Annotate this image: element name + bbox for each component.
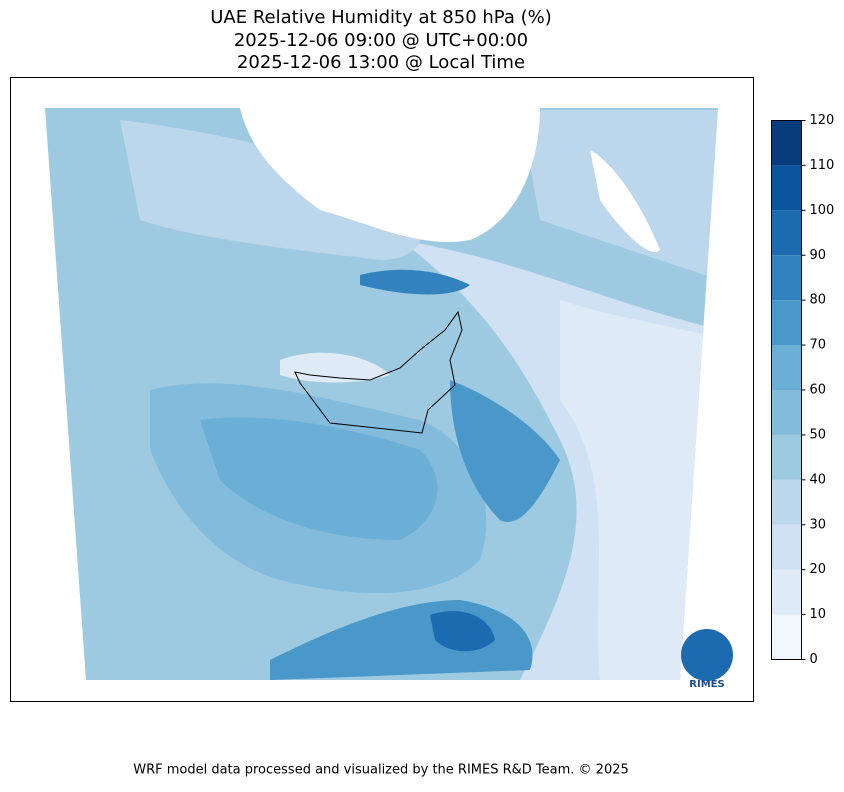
colorbar-segment (771, 165, 802, 211)
colorbar-tick-label: 100 (810, 203, 835, 218)
colorbar-segment (771, 434, 802, 480)
field-area (120, 120, 422, 260)
map-frame (10, 77, 754, 702)
colorbar-tick-label: 120 (810, 113, 835, 128)
title-line: 2025-12-06 09:00 @ UTC+00:00 (234, 30, 528, 51)
colorbar-segment (771, 120, 802, 166)
logo-text: RIMES (689, 679, 724, 690)
colorbar-tick-label: 50 (810, 427, 827, 442)
colorbar-segment (771, 210, 802, 256)
no-data-area (240, 108, 540, 243)
colorbar-frame (771, 120, 802, 660)
colorbar-tick-label: 90 (810, 248, 827, 263)
map: RIMES (10, 77, 754, 702)
field-area (360, 269, 470, 295)
colorbar: 0 10 20 30 40 50 60 70 80 90 100 110 120 (771, 113, 835, 667)
colorbar-segment (771, 569, 802, 615)
footer: WRF model data processed and visualized … (133, 763, 629, 778)
title-line: UAE Relative Humidity at 850 hPa (%) (210, 7, 551, 28)
colorbar-tick-label: 30 (810, 517, 827, 532)
colorbar-tick-label: 80 (810, 293, 827, 308)
colorbar-segment (771, 390, 802, 435)
country-border (294, 310, 463, 434)
colorbar-tick-label: 40 (810, 472, 827, 487)
colorbar-tick-label: 70 (810, 338, 827, 353)
field-area (200, 417, 438, 540)
colorbar-tick-label: 110 (810, 158, 835, 173)
colorbar-segment (771, 524, 802, 570)
colorbar-segment (771, 614, 802, 660)
logo-emblem (681, 629, 733, 681)
colorbar-segment (771, 345, 802, 390)
no-data-area (590, 150, 660, 252)
field-area (560, 300, 718, 680)
colorbar-tick-label: 10 (810, 607, 827, 622)
colorbar-tick-label: 20 (810, 562, 827, 577)
colorbar-tick-label: 0 (810, 652, 818, 667)
colorbar-segment (771, 255, 802, 301)
field-area (280, 352, 390, 383)
colorbar-segment (771, 479, 802, 525)
field-area (450, 380, 560, 522)
field-area (430, 611, 495, 652)
colorbar-tick-label: 60 (810, 383, 827, 398)
colorbar-segment (771, 300, 802, 346)
title-line: 2025-12-06 13:00 @ Local Time (237, 52, 525, 73)
